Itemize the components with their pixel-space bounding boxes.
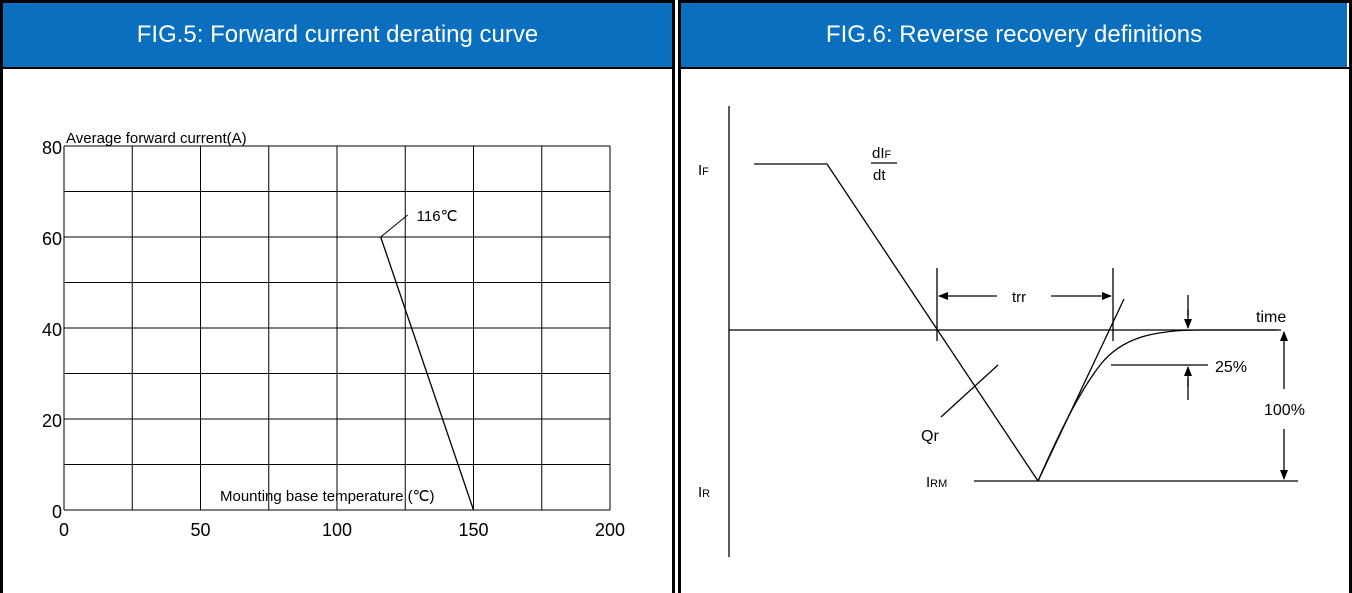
pct100-label: 100% [1264,402,1305,419]
center-divider [672,0,681,593]
y-tick-label: 0 [52,502,62,522]
pct25-label: 25% [1215,359,1247,376]
knee-annotation-leader [380,214,408,238]
y-tick-label: 60 [42,229,62,249]
didt-numerator: dIF [872,145,892,162]
trr-label: trr [1012,289,1026,306]
x-tick-label: 0 [59,520,69,540]
y-axis-label: Average forward current(A) [66,130,247,147]
x-tick-label: 150 [458,520,488,540]
derating-chart: 0 20 40 60 80 0 50 100 150 200 116℃ Average forw… [42,130,625,540]
x-tick-label: 200 [595,520,625,540]
qr-label: Qr [921,428,939,445]
x-axis-label: Mounting base temperature (℃) [220,488,434,505]
current-waveform [754,163,1039,482]
ir-label: IR [698,484,710,501]
qr-leader [940,364,999,418]
if-label: IF [698,162,709,179]
derating-curve [380,236,475,511]
x-tick-label: 50 [190,520,210,540]
knee-annotation: 116℃ [417,208,458,225]
time-label: time [1256,309,1286,326]
y-tick-label: 80 [42,138,62,158]
chart-grid [63,145,611,511]
y-tick-label: 20 [42,411,62,431]
border-left [0,0,3,593]
border-right [1349,0,1352,593]
y-tick-label: 40 [42,320,62,340]
recovery-curve [1037,329,1277,482]
fig6-title: FIG.6: Reverse recovery definitions [681,3,1347,67]
didt-denominator: dt [873,167,886,184]
fig5-title: FIG.5: Forward current derating curve [3,3,672,67]
x-tick-labels: 0 50 100 150 200 [59,520,625,540]
x-tick-label: 100 [322,520,352,540]
irm-label: IRM [926,474,947,491]
y-tick-labels: 0 20 40 60 80 [42,138,62,522]
reverse-recovery-diagram: IF IR IRM dIF dt trr time 25% 100% Qr [698,106,1305,557]
